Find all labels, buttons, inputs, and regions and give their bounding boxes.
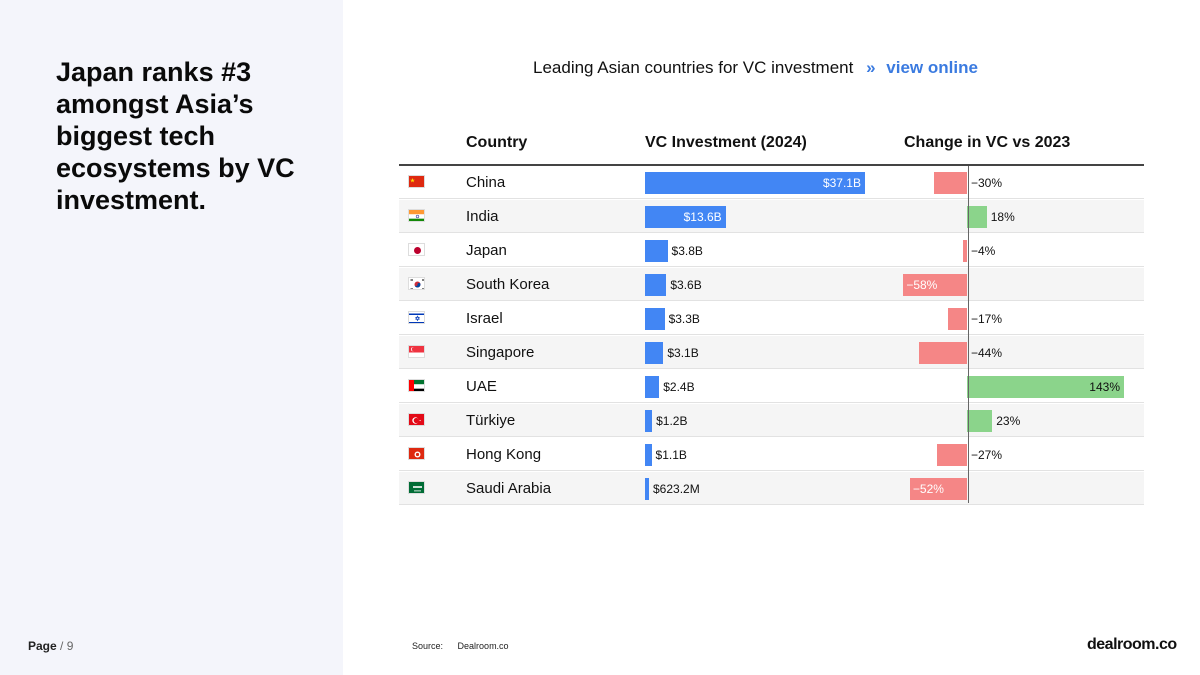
change-bar — [934, 172, 967, 194]
view-online-link[interactable]: view online — [886, 58, 978, 77]
change-value-label: −44% — [971, 346, 1003, 360]
change-bar — [967, 376, 1124, 398]
table-row: South Korea $3.6B −58% — [399, 268, 1144, 301]
table-row: Hong Kong $1.1B −27% — [399, 438, 1144, 471]
country-label: Saudi Arabia — [466, 480, 552, 497]
change-bar — [918, 342, 967, 364]
column-header-vc-investment: VC Investment (2024) — [645, 134, 807, 151]
header-rule — [399, 164, 1144, 166]
country-label: UAE — [466, 378, 497, 395]
vc-bar — [645, 308, 665, 330]
change-bar — [962, 240, 967, 262]
vc-bar — [645, 444, 652, 466]
change-bar — [967, 206, 987, 228]
turkiye-flag-icon — [408, 413, 425, 426]
vc-value-label: $1.1B — [655, 448, 687, 462]
vc-value-label: $13.6B — [683, 210, 722, 224]
column-header-country: Country — [466, 134, 528, 151]
change-value-label: −17% — [971, 312, 1003, 326]
change-value-label: −4% — [971, 244, 996, 258]
table-row: UAE $2.4B 143% — [399, 370, 1144, 403]
page-number: / 9 — [60, 639, 74, 653]
saudi-arabia-flag-icon — [408, 481, 425, 494]
singapore-flag-icon — [408, 345, 425, 358]
country-label: Singapore — [466, 344, 535, 361]
left-panel: Japan ranks #3 amongst Asia’s biggest te… — [0, 0, 343, 675]
link-arrow-icon: » — [866, 58, 876, 77]
dealroom-logo: dealroom.co — [1087, 636, 1177, 653]
vc-bar — [645, 274, 667, 296]
vc-value-label: $3.3B — [668, 312, 700, 326]
change-value-label: −58% — [906, 278, 938, 292]
column-header-change: Change in VC vs 2023 — [904, 134, 1071, 151]
change-value-label: −27% — [971, 448, 1003, 462]
change-value-label: −52% — [912, 482, 944, 496]
vc-value-label: $37.1B — [822, 176, 861, 190]
change-value-label: 23% — [996, 414, 1021, 428]
change-value-label: −30% — [971, 176, 1003, 190]
page-label: Page — [28, 639, 57, 653]
hong-kong-flag-icon — [408, 447, 425, 460]
country-label: Türkiye — [466, 412, 516, 429]
vc-bar — [645, 376, 660, 398]
chart-title-line: Leading Asian countries for VC investmen… — [533, 58, 978, 78]
change-value-label: 143% — [1089, 380, 1120, 394]
vc-value-label: $1.2B — [656, 414, 688, 428]
uae-flag-icon — [408, 379, 425, 392]
table-row: Singapore $3.1B −44% — [399, 336, 1144, 369]
vc-value-label: $2.4B — [663, 380, 695, 394]
south-korea-flag-icon — [408, 277, 425, 290]
change-bar — [903, 274, 967, 296]
table-row: Japan $3.8B −4% — [399, 234, 1144, 267]
india-flag-icon — [408, 209, 425, 222]
table-row: Türkiye $1.2B 23% — [399, 404, 1144, 437]
change-bar — [937, 444, 967, 466]
table-row: India $13.6B 18% — [399, 200, 1144, 233]
source-value: Dealroom.co — [457, 641, 509, 651]
vc-bar — [645, 240, 668, 262]
vc-bar — [645, 206, 726, 228]
table-row: China $37.1B −30% — [399, 166, 1144, 199]
change-zero-line — [968, 166, 969, 503]
table-row: Saudi Arabia $623.2M −52% — [399, 472, 1144, 505]
china-flag-icon — [408, 175, 425, 188]
country-label: India — [466, 208, 499, 225]
change-bar — [967, 410, 993, 432]
change-bar — [909, 478, 967, 500]
vc-value-label: $3.6B — [670, 278, 702, 292]
headline: Japan ranks #3 amongst Asia’s biggest te… — [56, 57, 295, 215]
israel-flag-icon — [408, 311, 425, 324]
table-row: Israel $3.3B −17% — [399, 302, 1144, 335]
vc-value-label: $3.8B — [671, 244, 703, 258]
country-label: Japan — [466, 242, 507, 259]
vc-bar — [645, 410, 653, 432]
chart-title: Leading Asian countries for VC investmen… — [533, 58, 854, 77]
vc-bar — [645, 342, 664, 364]
vc-value-label: $3.1B — [667, 346, 699, 360]
source-note: Source: Dealroom.co — [412, 641, 509, 651]
country-label: China — [466, 174, 506, 191]
country-label: Hong Kong — [466, 446, 542, 463]
vc-bar — [645, 172, 865, 194]
country-label: South Korea — [466, 276, 550, 293]
change-value-label: 18% — [990, 210, 1015, 224]
vc-bar — [645, 478, 649, 500]
japan-flag-icon — [408, 243, 425, 256]
source-label: Source: — [412, 641, 444, 651]
vc-value-label: $623.2M — [653, 482, 700, 496]
country-label: Israel — [466, 310, 503, 327]
page-indicator: Page / 9 — [28, 639, 73, 653]
change-bar — [948, 308, 967, 330]
